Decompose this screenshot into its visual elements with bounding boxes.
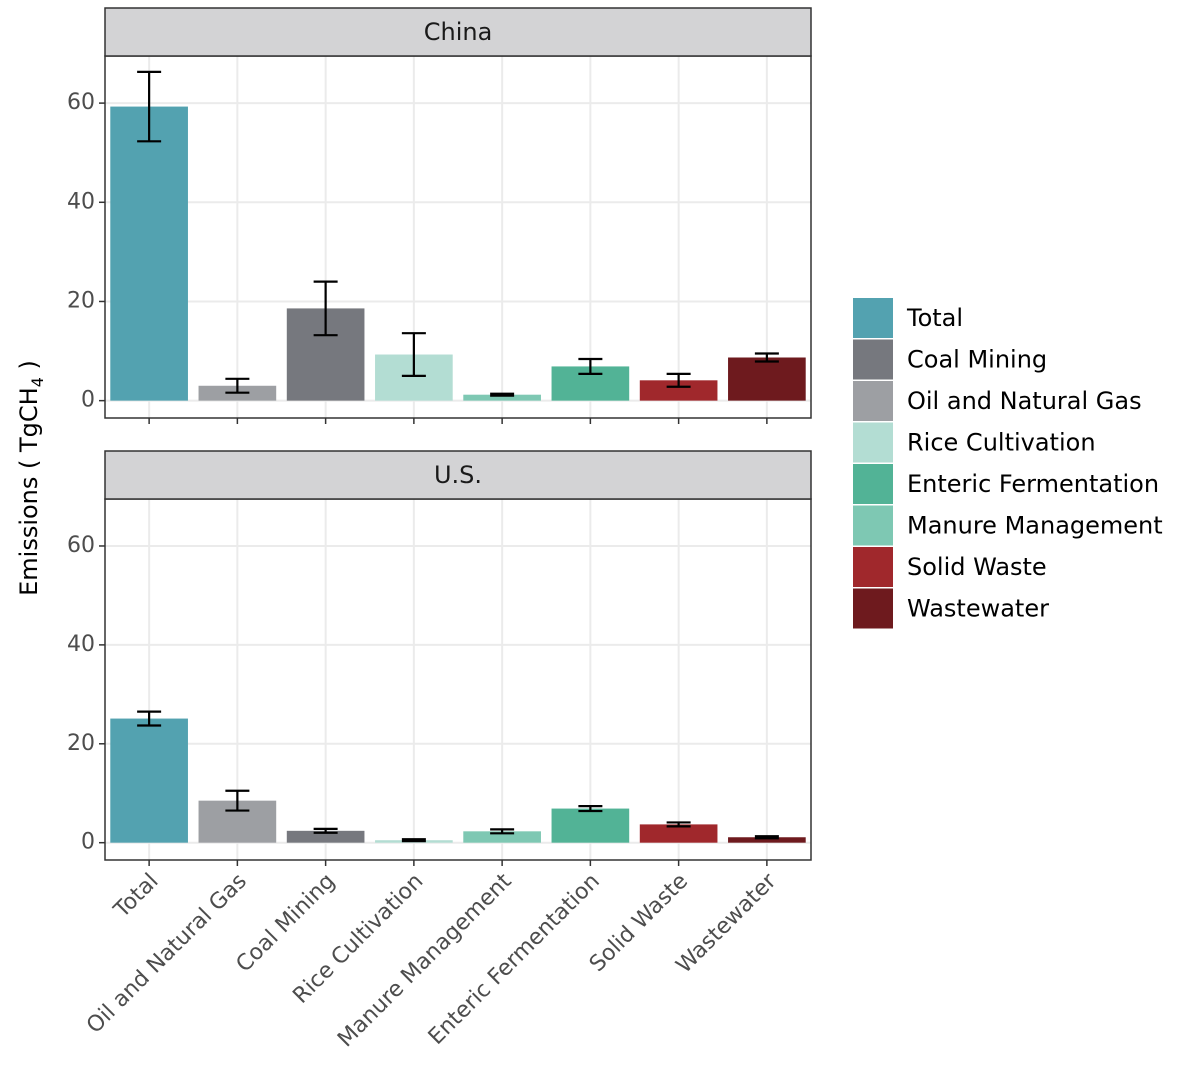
- error-bar: [754, 835, 779, 840]
- x-tick-label: Oil and Natural Gas: [82, 869, 252, 1039]
- error-bar: [754, 352, 779, 363]
- y-tick-label: 60: [67, 533, 95, 558]
- bar: [728, 837, 806, 843]
- error-bar: [225, 789, 250, 812]
- facet-strip: [104, 450, 812, 500]
- legend-label: Oil and Natural Gas: [907, 387, 1142, 415]
- bar: [728, 357, 806, 401]
- y-axis-label: Emissions ( TgCH4 ): [15, 360, 47, 596]
- legend-key: [853, 298, 893, 338]
- facet-title: China: [424, 18, 493, 46]
- bar: [551, 808, 630, 843]
- bar: [639, 380, 718, 401]
- legend-key: [853, 339, 893, 380]
- y-tick-label: 0: [81, 830, 95, 855]
- x-tick-label: Manure Management: [333, 869, 517, 1053]
- error-bar: [490, 392, 515, 397]
- error-bar: [666, 821, 691, 828]
- x-tick-label: Enteric Fermentation: [424, 869, 605, 1050]
- y-tick-label: 60: [67, 90, 95, 115]
- y-tick-label: 0: [81, 388, 95, 413]
- legend-key: [853, 422, 893, 463]
- facet-title: U.S.: [434, 461, 482, 489]
- plot-background: [105, 499, 811, 860]
- legend-label: Total: [906, 304, 963, 332]
- legend-key: [853, 547, 893, 587]
- legend-label: Coal Mining: [907, 346, 1047, 374]
- facet-strip: [104, 7, 812, 57]
- y-tick-label: 20: [67, 731, 95, 756]
- legend-label: Enteric Fermentation: [907, 470, 1159, 498]
- bar: [286, 830, 365, 843]
- legend-key: [853, 464, 893, 504]
- error-bar: [578, 357, 603, 375]
- bar: [463, 394, 541, 401]
- error-bar: [225, 377, 250, 394]
- legend-label: Solid Waste: [907, 553, 1047, 581]
- error-bar: [490, 828, 515, 835]
- error-bar: [401, 838, 426, 843]
- error-bar: [401, 332, 426, 377]
- error-bar: [666, 372, 691, 388]
- x-tick-label: Total: [109, 869, 164, 924]
- error-bar: [137, 710, 162, 727]
- legend-key: [853, 505, 893, 546]
- legend-key: [853, 588, 893, 629]
- bar: [639, 824, 718, 843]
- legend-key: [853, 381, 893, 421]
- legend-label: Manure Management: [907, 512, 1163, 540]
- y-tick-label: 40: [67, 632, 95, 657]
- error-bar: [313, 280, 338, 337]
- bar: [110, 718, 188, 843]
- legend-label: Wastewater: [907, 595, 1049, 623]
- legend-label: Rice Cultivation: [907, 429, 1096, 457]
- bar: [110, 106, 188, 401]
- plot-background: [105, 56, 811, 418]
- error-bar: [578, 804, 603, 813]
- error-bar: [137, 70, 162, 143]
- bar: [463, 831, 541, 843]
- y-tick-label: 40: [67, 189, 95, 214]
- y-tick-label: 20: [67, 288, 95, 313]
- error-bar: [313, 827, 338, 834]
